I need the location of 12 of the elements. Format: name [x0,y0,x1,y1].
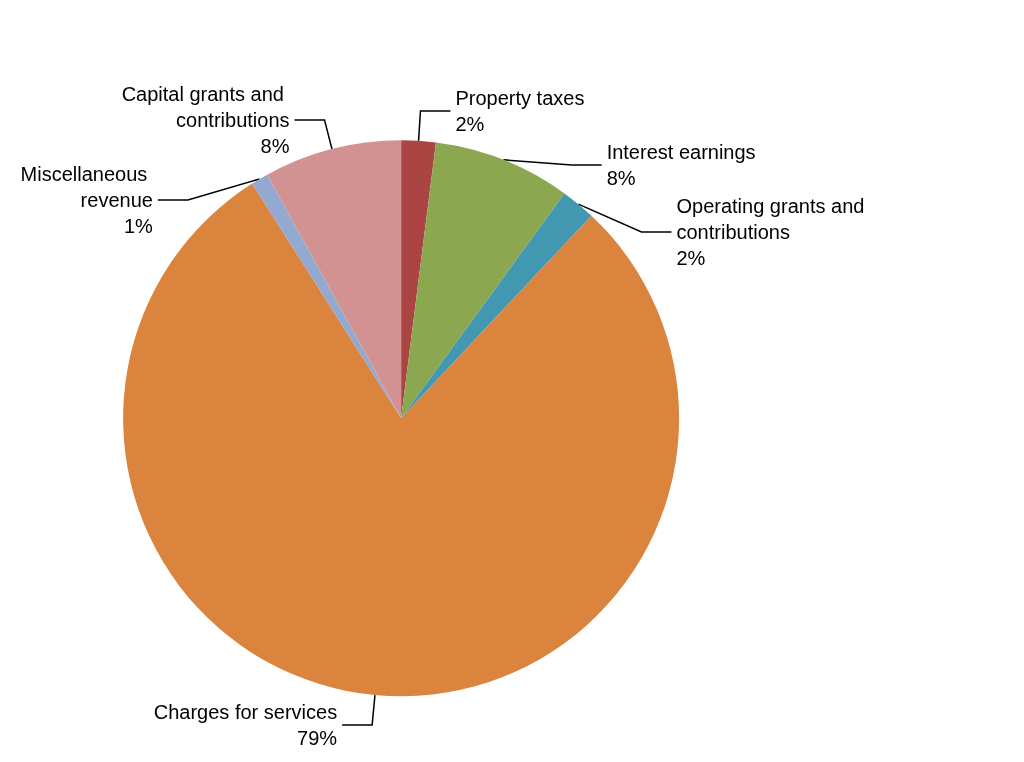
data-label: 2% [676,246,706,269]
slice-label: Property taxes [455,86,585,109]
data-label: 8% [606,166,636,189]
data-label: 8% [260,134,290,157]
slice-label: Charges for services [153,700,338,723]
slice-label: Operating grants and contributions [676,194,870,243]
slice-label: Miscellaneous revenue [20,162,153,211]
slice-label: Capital grants and contributions [121,82,290,131]
data-label: 2% [455,112,485,135]
slice-label: Interest earnings [606,140,756,163]
data-label: 1% [123,214,154,237]
data-label: 79% [297,726,338,749]
